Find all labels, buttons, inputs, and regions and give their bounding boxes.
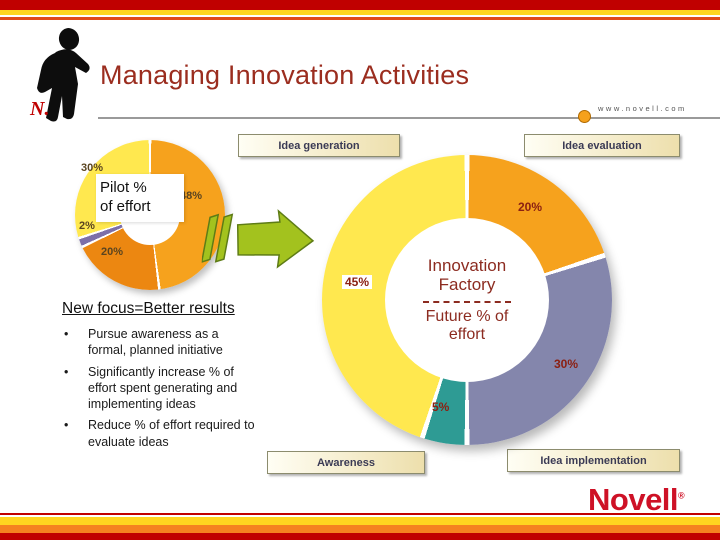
bottom-hairline-red — [0, 513, 720, 515]
label-idea-implementation: Idea implementation — [507, 449, 680, 472]
donut-center-subtitle: Future % of effort — [425, 307, 509, 344]
top-stripe-orange — [0, 17, 720, 20]
future-pct-5: 5% — [432, 400, 450, 414]
registered-mark: ® — [678, 490, 685, 501]
bullet-list: Pursue awareness as a formal, planned in… — [64, 326, 294, 450]
label-idea-evaluation: Idea evaluation — [524, 134, 680, 157]
pilot-title-line2: of effort — [100, 198, 151, 215]
bullet-dot — [64, 326, 88, 359]
label-idea-generation: Idea generation — [238, 134, 400, 157]
bullet-text: Reduce % of effort required to evaluate … — [88, 418, 255, 449]
bullet-item: Pursue awareness as a formal, planned in… — [64, 326, 294, 359]
bullet-dot — [64, 417, 88, 450]
website-url: www.novell.com — [598, 104, 687, 113]
future-donut-chart: Innovation Factory Future % of effort — [322, 155, 612, 445]
bullet-item: Significantly increase % of effort spent… — [64, 364, 294, 413]
process-arrow — [200, 203, 318, 275]
top-stripe-yellow — [0, 10, 720, 15]
top-stripe-red — [0, 0, 720, 10]
header-divider — [98, 117, 720, 119]
bullet-text: Pursue awareness as a formal, planned in… — [88, 327, 223, 358]
pilot-pct-2: 2% — [79, 220, 95, 232]
bullet-dot — [64, 364, 88, 413]
bottom-stripe-orange — [0, 525, 720, 533]
future-donut-center: Innovation Factory Future % of effort — [385, 218, 549, 382]
future-pct-45: 45% — [342, 275, 373, 289]
bullet-text: Significantly increase % of effort spent… — [88, 364, 238, 412]
focus-heading: New focus=Better results — [62, 300, 235, 317]
pilot-pct-48: 48% — [180, 190, 203, 202]
future-pct-20: 20% — [518, 200, 543, 214]
pilot-pct-20: 20% — [101, 246, 124, 258]
bottom-stripe-red — [0, 533, 720, 540]
brand-text: Novell — [588, 482, 679, 517]
novell-wordmark: Novell® — [588, 482, 685, 518]
pilot-chart-title: Pilot % of effort — [96, 174, 184, 222]
future-pct-30: 30% — [554, 357, 579, 371]
dashed-separator — [423, 300, 511, 303]
n-logo-mark: N. — [30, 98, 50, 120]
novell-figure-logo — [28, 26, 100, 126]
person-figure-icon — [37, 28, 90, 122]
label-awareness: Awareness — [267, 451, 425, 474]
pilot-title-line1: Pilot % — [100, 179, 147, 197]
bottom-stripe-yellow — [0, 517, 720, 525]
bullet-item: Reduce % of effort required to evaluate … — [64, 417, 294, 450]
pilot-pct-30: 30% — [81, 162, 104, 174]
donut-center-title: Innovation Factory — [427, 255, 507, 295]
header-dot-icon — [578, 110, 591, 123]
page-title: Managing Innovation Activities — [100, 60, 470, 90]
